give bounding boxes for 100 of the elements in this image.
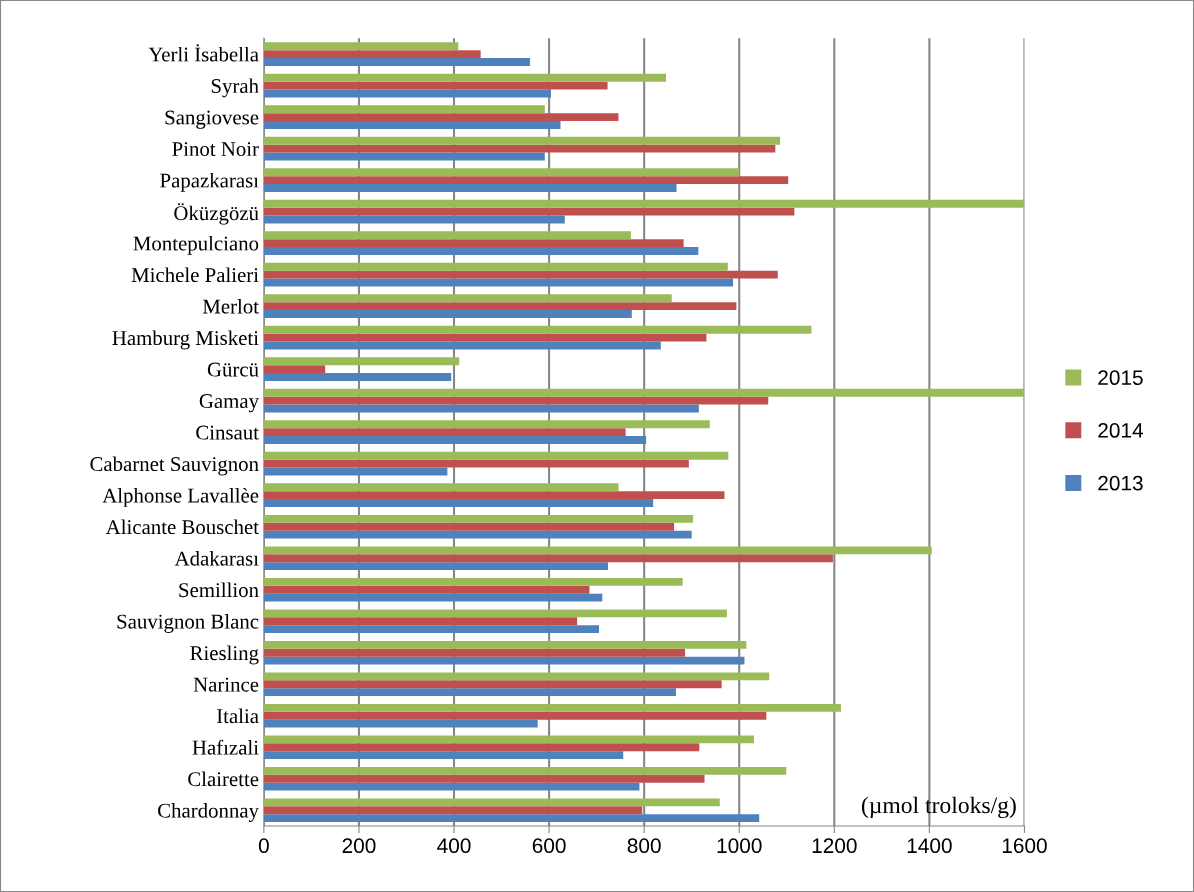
bar [263,735,754,744]
x-tick-label: 400 [437,838,471,854]
x-tick-label: 200 [342,838,376,854]
bar [263,81,608,90]
bar [263,656,745,665]
y-tick-label: Papazkarası [160,172,259,192]
bar [263,798,720,807]
y-tick-label: Sauvignon Blanc [117,613,259,633]
x-tick-label: 1000 [717,838,762,854]
bar [263,640,747,649]
y-tick-label: Syrah [211,78,259,98]
legend-label: 2014 [1098,423,1144,438]
x-tick-label: 800 [627,838,661,854]
y-tick-label: Chardonnay [158,803,259,822]
bar [263,711,767,720]
bar [263,774,705,783]
bar [263,121,561,129]
bar [263,766,787,775]
x-tick-label: 0 [258,838,269,854]
bar [263,365,326,374]
y-tick-label: Gürcü [207,362,259,377]
bar [263,483,619,492]
y-tick-label: Cabarnet Sauvignon [90,456,259,476]
bar [263,459,689,468]
bar [263,609,727,618]
bar [263,168,740,177]
bar [263,262,728,271]
y-tick-label: Öküzgözü [174,203,259,225]
bar [263,703,841,712]
bar [263,199,1025,208]
bar [263,136,781,145]
y-tick-label: Hafızali [192,739,259,755]
bar [263,522,675,531]
y-tick-label: Narince [193,677,259,692]
bar [263,562,609,571]
bar [263,144,776,153]
bar [263,357,460,366]
x-tick-label: 1200 [812,838,857,854]
bar [263,577,683,586]
bar [263,625,599,634]
bar [263,333,707,342]
bar [263,50,481,59]
y-tick-label: Alphonse Lavallèe [102,487,259,507]
y-tick-label: Italia [216,708,259,724]
x-tick-label: 1400 [907,838,952,854]
bar [263,814,760,823]
y-tick-label: Michele Palieri [131,267,259,283]
bar [263,806,643,815]
bar [263,302,737,311]
bar [263,499,654,507]
bar [263,184,677,192]
y-tick-label: Gamay [199,394,259,413]
bar [263,294,672,303]
bar [263,554,833,563]
bar [263,396,769,405]
y-tick-label: Semillion [179,582,259,598]
bar [263,743,700,752]
bar [263,451,729,460]
y-tick-label: Hamburg Misketi [112,330,259,350]
bar [263,73,667,82]
legend-label: 2015 [1098,370,1143,386]
bar [263,42,459,51]
bar [263,546,932,555]
bar [263,207,795,216]
bar [263,113,619,122]
bar [263,310,632,318]
bar [263,491,725,500]
annotation: (µmol troloks/g) [861,796,1016,819]
bar [263,428,626,437]
bar [263,247,699,255]
bar [263,514,694,523]
bar [263,672,770,681]
bar [263,617,578,626]
bar [263,585,590,594]
bar [263,751,624,760]
bar [263,373,452,381]
bar [263,176,789,185]
bar [263,58,531,66]
y-tick-label: Clairette [188,771,259,787]
y-tick-label: Montepulciano [133,235,259,255]
bar [263,231,631,240]
bar [263,680,722,689]
y-tick-label: Riesling [190,645,259,665]
bar [263,105,545,114]
y-tick-label: Alicante Bouschet [105,519,259,535]
bar [263,648,686,657]
x-tick-label: 600 [532,838,566,854]
x-tick-label: 1600 [1002,838,1047,854]
y-tick-label: Cinsaut [196,425,259,440]
bar [263,530,692,539]
y-tick-label: Pinot Noir [172,142,259,157]
bar [263,782,640,791]
bar [263,239,684,248]
bar [263,388,1025,397]
bar [263,420,710,429]
bar [263,270,778,279]
legend-label: 2013 [1098,475,1143,491]
bar [263,719,538,728]
y-tick-label: Sangiovese [165,110,259,129]
y-tick-label: Yerli İsabella [148,44,259,62]
